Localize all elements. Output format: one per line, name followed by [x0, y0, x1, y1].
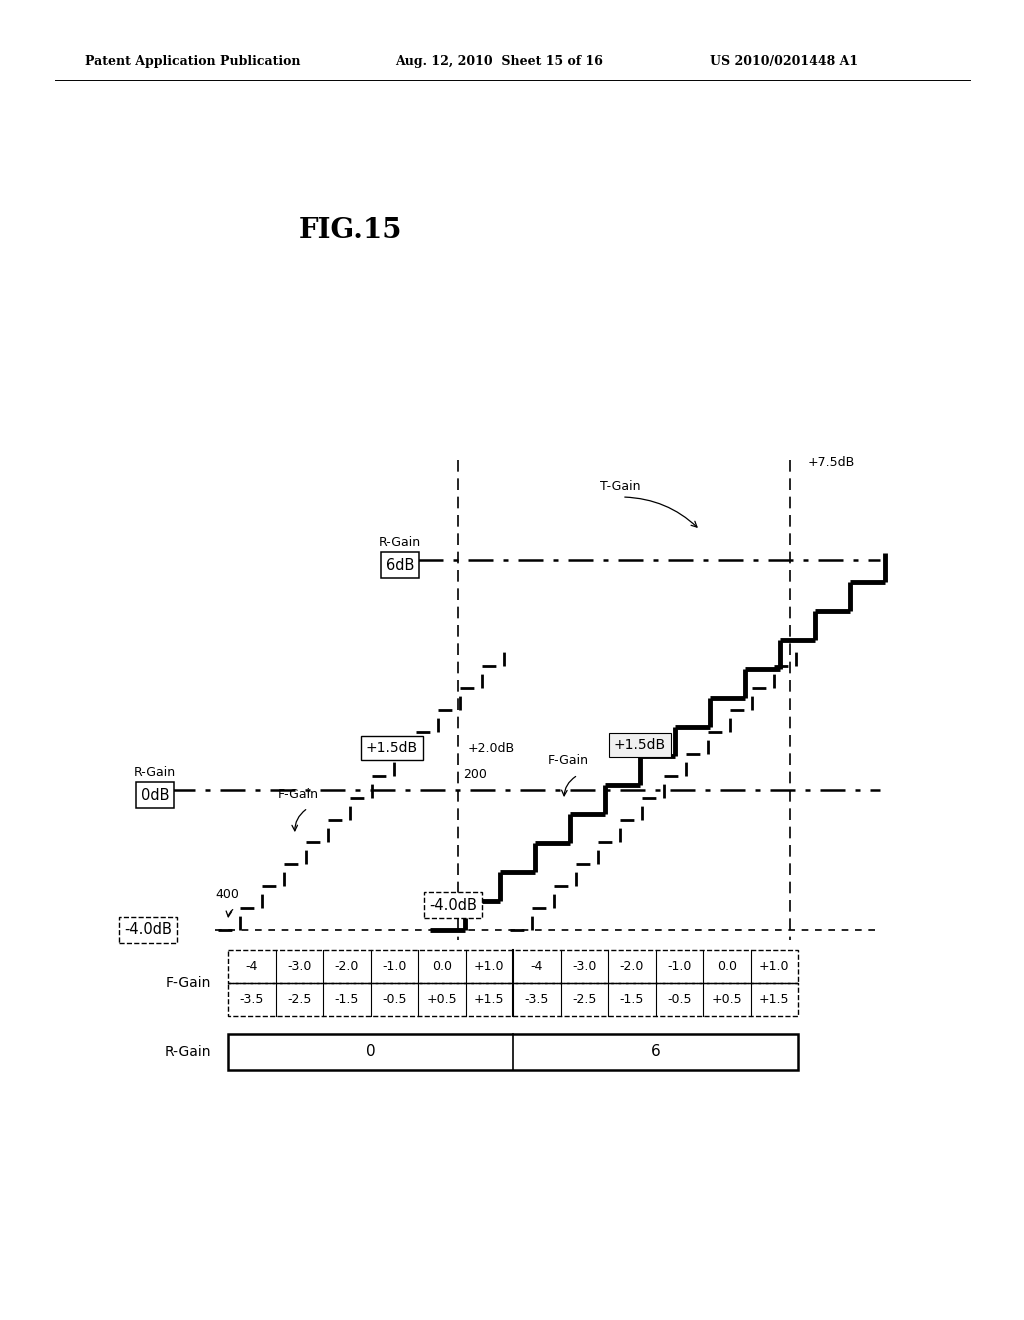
Text: 200: 200: [463, 768, 486, 781]
Text: -4.0dB: -4.0dB: [124, 923, 172, 937]
Text: -4.0dB: -4.0dB: [429, 898, 477, 912]
Text: -1.5: -1.5: [335, 993, 359, 1006]
Text: -4: -4: [246, 960, 258, 973]
Text: +0.5: +0.5: [426, 993, 457, 1006]
Text: R-Gain: R-Gain: [165, 1045, 211, 1059]
Text: +1.5dB: +1.5dB: [614, 738, 666, 752]
Text: +1.0: +1.0: [759, 960, 790, 973]
Text: -3.0: -3.0: [287, 960, 311, 973]
Text: 0dB: 0dB: [140, 788, 169, 803]
Text: -1.5: -1.5: [620, 993, 644, 1006]
Text: -3.0: -3.0: [572, 960, 596, 973]
Text: +2.0dB: +2.0dB: [468, 742, 515, 755]
Text: 0.0: 0.0: [717, 960, 736, 973]
Text: F-Gain: F-Gain: [278, 788, 319, 801]
Text: 0: 0: [366, 1044, 376, 1060]
Text: 0.0: 0.0: [432, 960, 452, 973]
Text: -3.5: -3.5: [524, 993, 549, 1006]
Text: 6dB: 6dB: [386, 557, 414, 573]
Text: -3.5: -3.5: [240, 993, 264, 1006]
Text: T-Gain: T-Gain: [600, 480, 640, 494]
Text: -0.5: -0.5: [667, 993, 691, 1006]
Text: R-Gain: R-Gain: [134, 767, 176, 780]
Text: F-Gain: F-Gain: [165, 975, 211, 990]
Text: -0.5: -0.5: [382, 993, 407, 1006]
Bar: [228, 1034, 798, 1071]
Text: -2.0: -2.0: [335, 960, 359, 973]
Text: +7.5dB: +7.5dB: [808, 455, 855, 469]
Text: -2.5: -2.5: [572, 993, 596, 1006]
Text: Aug. 12, 2010  Sheet 15 of 16: Aug. 12, 2010 Sheet 15 of 16: [395, 55, 603, 69]
Text: +0.5: +0.5: [712, 993, 742, 1006]
Text: 6: 6: [650, 1044, 660, 1060]
Text: +1.5: +1.5: [474, 993, 505, 1006]
Text: R-Gain: R-Gain: [379, 536, 421, 549]
Text: F-Gain: F-Gain: [548, 754, 589, 767]
Text: -1.0: -1.0: [667, 960, 691, 973]
Text: 400: 400: [215, 888, 239, 902]
Text: +1.5: +1.5: [759, 993, 790, 1006]
Text: FIG.15: FIG.15: [298, 216, 401, 243]
Text: US 2010/0201448 A1: US 2010/0201448 A1: [710, 55, 858, 69]
Text: -2.0: -2.0: [620, 960, 644, 973]
Bar: [228, 950, 798, 983]
Text: +1.5dB: +1.5dB: [366, 741, 418, 755]
Text: +1.0: +1.0: [474, 960, 505, 973]
Text: -4: -4: [530, 960, 543, 973]
Text: -1.0: -1.0: [382, 960, 407, 973]
Text: -2.5: -2.5: [287, 993, 311, 1006]
Text: Patent Application Publication: Patent Application Publication: [85, 55, 300, 69]
Bar: [228, 983, 798, 1016]
